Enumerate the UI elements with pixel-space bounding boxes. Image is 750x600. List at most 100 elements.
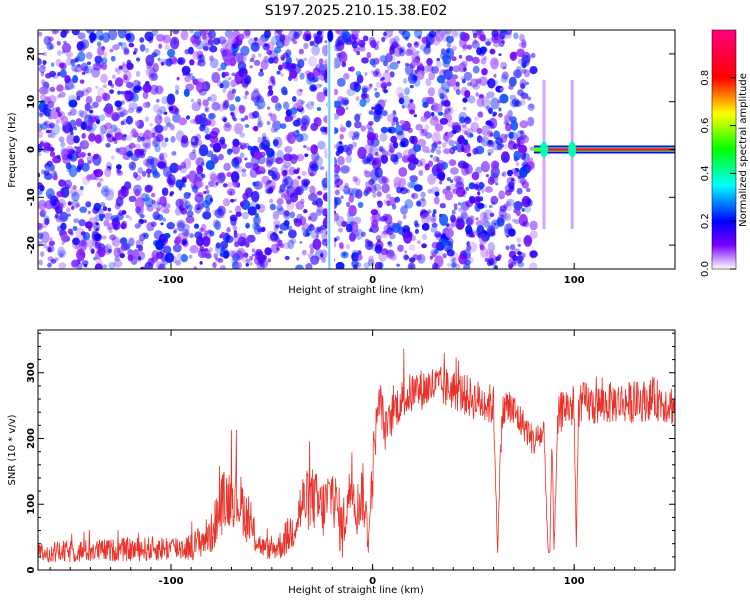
noise-speckle bbox=[178, 186, 182, 191]
noise-speckle bbox=[138, 149, 147, 156]
noise-speckle bbox=[48, 240, 56, 246]
noise-speckle bbox=[374, 261, 383, 269]
noise-speckle bbox=[333, 212, 340, 222]
noise-speckle bbox=[85, 125, 91, 131]
noise-speckle bbox=[383, 177, 390, 184]
noise-speckle bbox=[159, 196, 167, 207]
noise-speckle bbox=[409, 135, 415, 144]
noise-speckle bbox=[470, 215, 475, 219]
noise-speckle bbox=[105, 142, 111, 148]
noise-speckle bbox=[247, 145, 253, 151]
noise-speckle bbox=[94, 55, 103, 64]
noise-speckle bbox=[271, 173, 278, 180]
snr-xtick-label: -100 bbox=[159, 576, 184, 587]
snr-ytick-label: 100 bbox=[26, 494, 37, 515]
snr-series bbox=[38, 348, 675, 563]
noise-speckle bbox=[370, 39, 377, 49]
noise-speckle bbox=[61, 43, 72, 53]
noise-speckle bbox=[354, 133, 360, 140]
noise-speckle bbox=[217, 257, 224, 263]
noise-speckle bbox=[257, 53, 262, 58]
noise-speckle bbox=[220, 115, 228, 122]
noise-speckle bbox=[513, 208, 517, 214]
noise-speckle bbox=[137, 222, 142, 227]
noise-speckle bbox=[257, 122, 263, 128]
noise-speckle bbox=[142, 102, 150, 109]
noise-speckle bbox=[82, 235, 87, 240]
noise-speckle bbox=[81, 89, 90, 96]
noise-speckle bbox=[349, 66, 355, 72]
noise-speckle bbox=[345, 243, 351, 250]
noise-speckle bbox=[379, 77, 384, 82]
noise-speckle bbox=[505, 123, 512, 132]
noise-speckle bbox=[152, 104, 161, 113]
noise-speckle bbox=[43, 243, 48, 249]
noise-speckle bbox=[520, 83, 526, 90]
noise-speckle bbox=[114, 100, 123, 108]
noise-speckle bbox=[425, 78, 432, 87]
noise-speckle bbox=[101, 185, 110, 197]
noise-speckle bbox=[480, 188, 485, 194]
noise-speckle bbox=[505, 133, 509, 138]
noise-speckle bbox=[336, 184, 340, 188]
noise-speckle bbox=[420, 197, 426, 202]
noise-speckle bbox=[477, 191, 481, 196]
noise-speckle bbox=[352, 141, 357, 148]
noise-speckle bbox=[49, 86, 56, 92]
noise-speckle bbox=[151, 126, 161, 135]
noise-speckle bbox=[128, 95, 133, 100]
noise-speckle bbox=[455, 141, 464, 153]
noise-speckle bbox=[154, 114, 163, 125]
noise-speckle bbox=[468, 182, 476, 190]
noise-speckle bbox=[175, 89, 179, 95]
colorbar-tick-label: 0.6 bbox=[700, 118, 711, 134]
noise-speckle bbox=[444, 190, 453, 201]
noise-speckle bbox=[51, 73, 59, 79]
noise-speckle bbox=[383, 89, 388, 94]
noise-speckle bbox=[191, 138, 196, 143]
noise-speckle bbox=[509, 94, 517, 101]
noise-speckle bbox=[338, 51, 348, 63]
noise-speckle bbox=[337, 51, 346, 60]
noise-speckle bbox=[503, 135, 508, 140]
noise-speckle bbox=[253, 181, 260, 187]
noise-speckle bbox=[450, 259, 455, 264]
noise-speckle bbox=[404, 250, 408, 254]
noise-speckle bbox=[491, 30, 499, 38]
noise-speckle bbox=[82, 88, 89, 93]
noise-speckle bbox=[492, 111, 498, 116]
noise-speckle bbox=[105, 105, 113, 115]
noise-speckle bbox=[160, 152, 168, 159]
noise-speckle bbox=[482, 212, 488, 218]
noise-speckle bbox=[474, 116, 479, 121]
noise-speckle bbox=[112, 74, 116, 80]
noise-speckle bbox=[205, 253, 212, 259]
spectrogram-ytick-label: 20 bbox=[26, 47, 37, 61]
noise-speckle bbox=[322, 208, 329, 217]
noise-speckle bbox=[105, 133, 112, 138]
noise-speckle bbox=[476, 30, 483, 36]
noise-speckle bbox=[508, 131, 514, 139]
noise-speckle bbox=[227, 181, 232, 188]
noise-speckle bbox=[257, 115, 262, 121]
noise-speckle bbox=[177, 58, 184, 65]
noise-speckle bbox=[373, 87, 378, 92]
noise-speckle bbox=[144, 184, 153, 193]
noise-speckle bbox=[476, 196, 481, 203]
noise-speckle bbox=[314, 226, 324, 235]
noise-speckle bbox=[168, 106, 174, 111]
noise-speckle bbox=[249, 262, 253, 266]
noise-speckle bbox=[436, 60, 442, 68]
noise-speckle bbox=[188, 254, 193, 259]
noise-speckle bbox=[483, 220, 491, 228]
noise-speckle bbox=[500, 151, 510, 163]
noise-speckle bbox=[520, 252, 526, 258]
noise-speckle bbox=[315, 234, 319, 239]
noise-speckle bbox=[64, 75, 71, 84]
noise-speckle bbox=[56, 84, 64, 92]
noise-speckle bbox=[210, 43, 215, 47]
noise-speckle bbox=[435, 168, 441, 173]
noise-speckle bbox=[283, 176, 294, 189]
noise-speckle bbox=[278, 64, 283, 71]
noise-speckle bbox=[398, 30, 406, 35]
